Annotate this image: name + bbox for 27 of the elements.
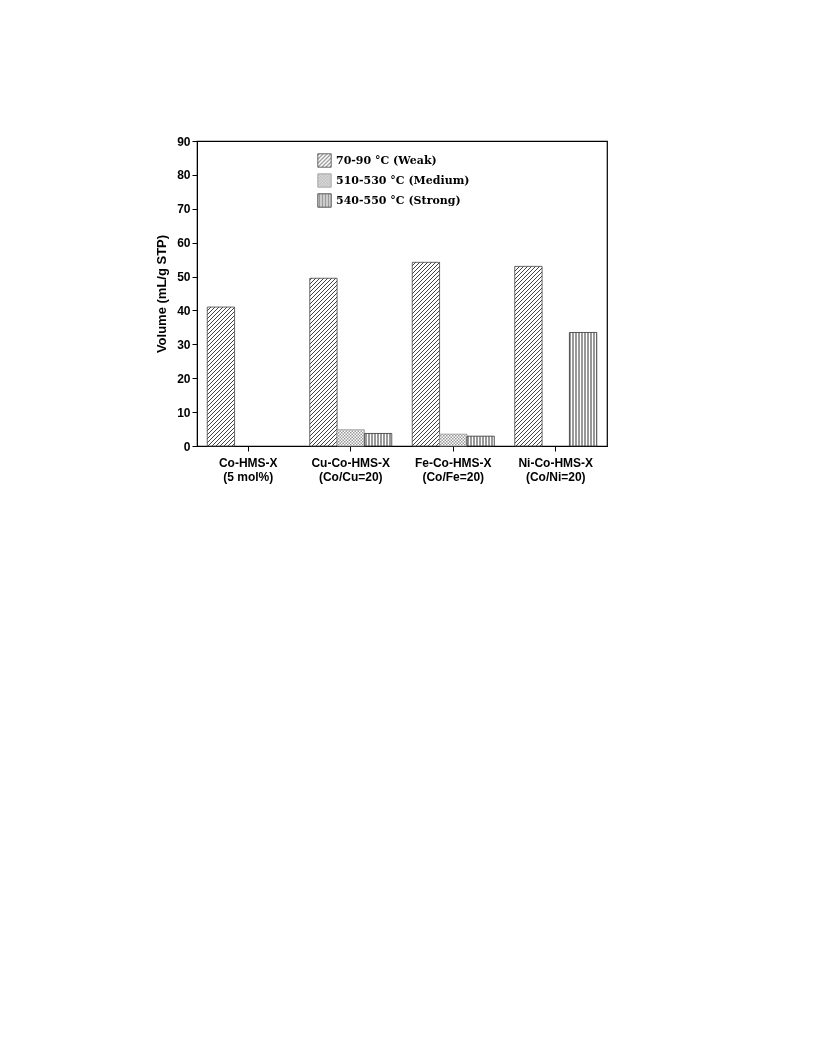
bar <box>411 261 440 447</box>
legend-label: 540-550 °C (Strong) <box>336 193 461 207</box>
y-tick-label: 10 <box>177 405 191 420</box>
y-tick-label: 50 <box>177 270 191 285</box>
y-tick-label: 40 <box>177 303 191 318</box>
y-tick-label: 80 <box>177 168 191 183</box>
x-tick-label: Fe-Co-HMS-X (Co/Fe=20) <box>414 455 492 484</box>
bar <box>466 435 495 447</box>
legend-label: 510-530 °C (Medium) <box>336 173 470 187</box>
x-tick-label: Cu-Co-HMS-X (Co/Cu=20) <box>311 455 391 484</box>
bar <box>439 433 468 447</box>
y-tick-label: 60 <box>177 236 191 251</box>
y-tick-label: 0 <box>183 439 191 454</box>
y-axis-title: Volume (mL/g STP) <box>154 234 170 354</box>
bar <box>569 332 598 447</box>
y-tick-label: 20 <box>177 371 191 386</box>
x-tick-label: Ni-Co-HMS-X (Co/Ni=20) <box>518 455 594 484</box>
bar <box>206 306 235 447</box>
bar <box>309 277 338 447</box>
legend-label: 70-90 °C (Weak) <box>336 153 437 167</box>
bar <box>336 429 365 447</box>
y-tick-label: 30 <box>177 337 191 352</box>
bar <box>364 433 393 447</box>
x-tick-label: Co-HMS-X (5 mol%) <box>218 455 278 484</box>
y-tick-label: 90 <box>177 134 191 149</box>
bar <box>514 265 543 447</box>
y-tick-label: 70 <box>177 202 191 217</box>
